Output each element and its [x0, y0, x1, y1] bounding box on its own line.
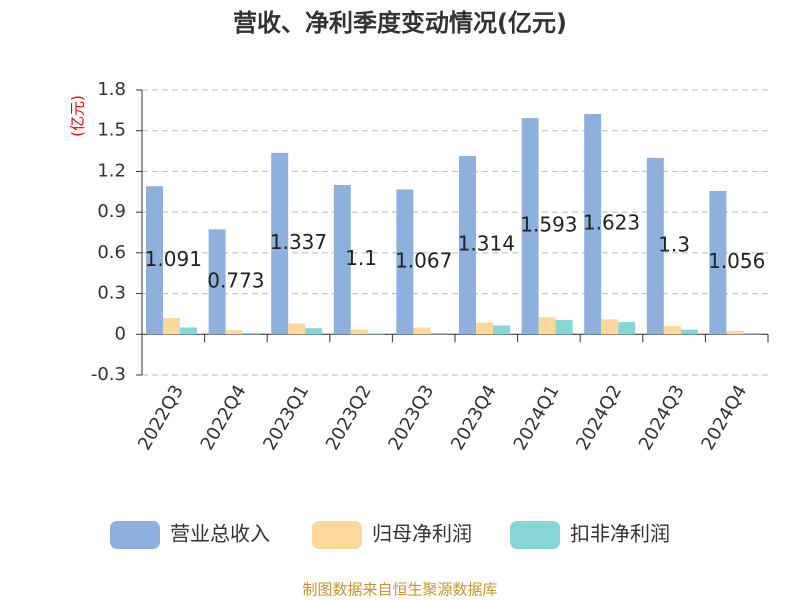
x-tick-label: 2022Q4	[197, 382, 251, 454]
value-label: 1.1	[345, 246, 377, 270]
y-tick-label: 0.3	[97, 283, 126, 304]
x-tick-label: 2024Q3	[635, 382, 689, 454]
bar	[333, 185, 351, 335]
value-label: 1.593	[520, 213, 577, 237]
y-tick-label: 0.6	[97, 242, 126, 263]
legend-label: 归母净利润	[372, 522, 472, 546]
value-label: 1.3	[658, 233, 690, 257]
bar	[180, 327, 197, 335]
bar	[663, 326, 681, 335]
bar	[430, 332, 448, 335]
bar	[538, 317, 556, 335]
x-tick-label: 2023Q1	[259, 382, 313, 454]
bar	[288, 323, 306, 335]
bar	[413, 327, 431, 335]
y-tick-label: 0.9	[97, 201, 126, 222]
bar	[146, 186, 163, 335]
y-axis-label: (亿元)	[69, 95, 87, 137]
bar	[163, 318, 180, 335]
y-tick-label: -0.3	[91, 364, 126, 385]
x-tick-label: 2023Q2	[322, 382, 376, 454]
x-tick-label: 2024Q2	[572, 382, 626, 454]
legend-label: 扣非净利润	[570, 522, 670, 546]
bar	[743, 332, 761, 335]
chart-title: 营收、净利季度变动情况(亿元)	[233, 9, 567, 37]
y-tick-label: 1.8	[97, 79, 126, 100]
bar	[555, 320, 573, 335]
legend-swatch	[312, 521, 362, 549]
legend-label: 营业总收入	[170, 522, 270, 546]
value-label: 1.091	[145, 247, 202, 271]
x-tick-label: 2024Q4	[697, 382, 751, 454]
value-label: 1.623	[583, 211, 640, 235]
y-tick-label: 1.5	[97, 120, 126, 141]
bar	[680, 329, 698, 335]
value-label: 1.067	[395, 248, 452, 272]
source-note: 制图数据来自恒生聚源数据库	[302, 581, 497, 599]
bar	[208, 229, 226, 335]
bar	[476, 322, 493, 335]
value-label: 1.314	[458, 232, 515, 256]
bar	[726, 330, 744, 335]
bar	[367, 333, 385, 335]
legend-swatch	[110, 521, 160, 549]
bar	[305, 328, 323, 335]
bar	[584, 114, 602, 335]
bar	[350, 329, 368, 335]
legend-swatch	[510, 521, 560, 549]
bar	[242, 332, 260, 335]
bar	[618, 322, 636, 335]
value-label: 1.337	[270, 230, 327, 254]
y-tick-label: 0	[115, 323, 126, 344]
bar	[709, 190, 727, 335]
bar	[459, 155, 476, 335]
x-tick-label: 2022Q3	[134, 382, 188, 454]
value-label: 0.773	[207, 268, 264, 292]
x-tick-label: 2023Q4	[447, 382, 501, 454]
bar	[225, 330, 243, 335]
bar	[521, 118, 539, 335]
x-tick-label: 2024Q1	[510, 382, 564, 454]
bar	[271, 152, 289, 335]
bar	[601, 319, 619, 335]
x-tick-label: 2023Q3	[384, 382, 438, 454]
y-tick-label: 1.2	[97, 160, 126, 181]
value-label: 1.056	[708, 249, 765, 273]
bar	[493, 325, 510, 335]
bar	[646, 157, 664, 335]
bar	[396, 189, 414, 335]
